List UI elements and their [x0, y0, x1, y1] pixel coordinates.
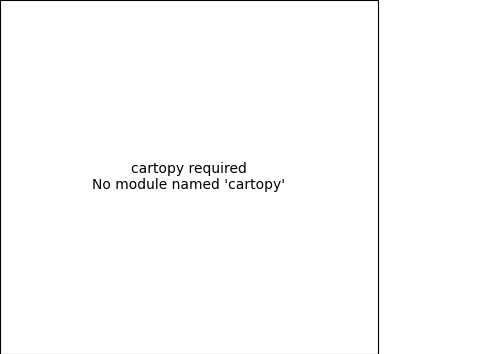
Text: cartopy required
No module named 'cartopy': cartopy required No module named 'cartop…: [92, 162, 286, 192]
